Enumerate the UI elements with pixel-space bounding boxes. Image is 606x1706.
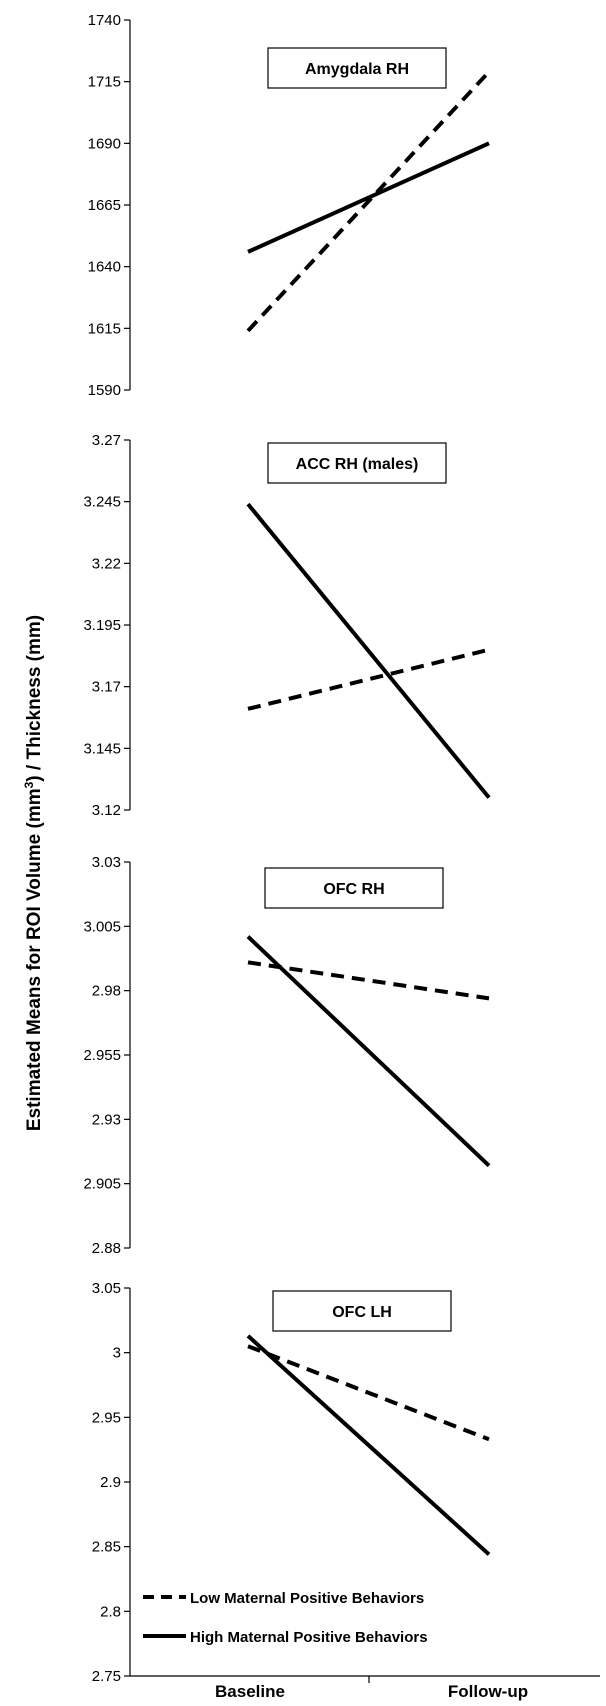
y-axis-label-part-1: Estimated Means for ROI Volume (mm xyxy=(24,788,45,1131)
y-tick-label: 3.005 xyxy=(83,918,121,935)
y-tick-label: 3.05 xyxy=(92,1280,121,1297)
y-tick-label: 2.8 xyxy=(100,1603,121,1620)
series-line-high xyxy=(246,1334,491,1556)
y-tick-label: 2.955 xyxy=(83,1047,121,1064)
y-tick-label: 3.145 xyxy=(83,740,121,757)
y-tick-label: 2.88 xyxy=(92,1240,121,1257)
y-axis-label-superscript: 3 xyxy=(22,781,36,788)
panel-title-box xyxy=(267,47,447,89)
y-tick-label: 2.905 xyxy=(83,1176,121,1193)
series-line-high xyxy=(247,141,490,254)
y-tick-label: 3.22 xyxy=(92,555,121,572)
y-tick-label: 3.12 xyxy=(92,802,121,819)
panel-title-box xyxy=(264,867,444,909)
y-tick-label: 2.85 xyxy=(92,1539,121,1556)
y-tick-label: 1640 xyxy=(88,259,121,276)
panel-title-box xyxy=(267,442,447,484)
x-tick-label-follow-up: Follow-up xyxy=(448,1682,528,1701)
y-tick-label: 3.27 xyxy=(92,432,121,449)
y-tick-label: 3.195 xyxy=(83,617,121,634)
y-tick-label: 3.245 xyxy=(83,494,121,511)
y-tick-label: 2.98 xyxy=(92,983,121,1000)
y-tick-label: 1665 xyxy=(88,197,121,214)
y-axis-label-part-2: ) / Thickness (mm) xyxy=(24,615,45,782)
x-axis: Baseline Follow-up xyxy=(130,1675,600,1701)
chart-panels: 1590 1615 1640 1665 1690 1715 1740 Amygdala RH 3… xyxy=(83,12,491,1685)
y-tick-label: 2.93 xyxy=(92,1111,121,1128)
y-tick-label: 2.95 xyxy=(92,1409,121,1426)
y-tick-label: 1690 xyxy=(88,135,121,152)
panel-title: OFC LH xyxy=(332,1304,392,1321)
y-tick-label: 1715 xyxy=(88,74,121,91)
series-line-low xyxy=(246,70,491,333)
series-line-high xyxy=(246,502,491,799)
panel-2: 3.12 3.145 3.17 3.195 3.22 3.245 3.27 ACC RH (m… xyxy=(83,432,491,819)
panel-title: Amygdala RH xyxy=(305,61,409,78)
y-axis-label: Estimated Means for ROI Volume (mm3) / T… xyxy=(22,615,45,1131)
legend-label-low: Low Maternal Positive Behaviors xyxy=(190,1590,424,1607)
legend-label-high: High Maternal Positive Behaviors xyxy=(190,1629,428,1646)
series-line-low xyxy=(247,960,490,1001)
panel-title-box xyxy=(272,1290,452,1332)
y-tick-label: 1590 xyxy=(88,382,121,399)
series-line-low xyxy=(247,647,490,711)
y-tick-label: 3.03 xyxy=(92,854,121,871)
panel-1: 1590 1615 1640 1665 1690 1715 1740 Amygdala RH xyxy=(88,12,491,399)
y-tick-label: 2.9 xyxy=(100,1474,121,1491)
panel-3: 2.88 2.905 2.93 2.955 2.98 3.005 3.03 OFC RH xyxy=(83,854,491,1257)
y-tick-label: 2.75 xyxy=(92,1668,121,1685)
x-tick-label-baseline: Baseline xyxy=(215,1682,285,1701)
panel-title: ACC RH (males) xyxy=(296,456,419,473)
y-tick-label: 1615 xyxy=(88,320,121,337)
panel-4: 2.75 2.8 2.85 2.9 2.95 3 3.05 OFC LH xyxy=(92,1280,491,1685)
y-tick-label: 1740 xyxy=(88,12,121,29)
y-tick-label: 3 xyxy=(113,1345,121,1362)
series-line-low xyxy=(247,1344,490,1442)
panel-title: OFC RH xyxy=(323,881,384,898)
series-line-high xyxy=(246,935,491,1168)
legend: Low Maternal Positive Behaviors High Mat… xyxy=(143,1590,428,1646)
y-tick-label: 3.17 xyxy=(92,679,121,696)
